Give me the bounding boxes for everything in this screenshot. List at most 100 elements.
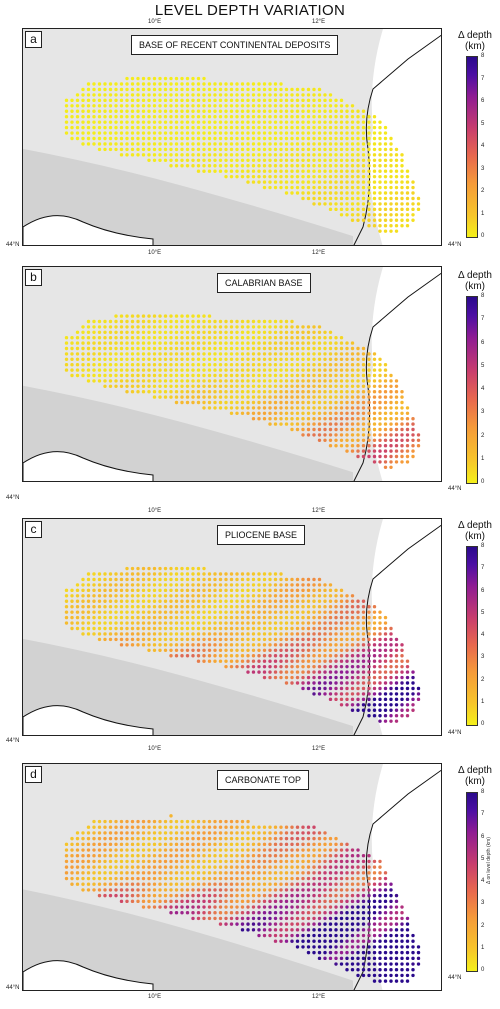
depth-point [334, 675, 338, 680]
depth-point [290, 859, 294, 864]
depth-point [130, 136, 135, 141]
depth-point [262, 859, 267, 864]
panel-title: BASE OF RECENT CONTINENTAL DEPOSITS [131, 35, 339, 55]
depth-point [317, 865, 322, 869]
depth-point [180, 153, 184, 157]
depth-point [119, 346, 124, 351]
depth-point [213, 109, 217, 113]
depth-point [240, 604, 245, 609]
depth-point [356, 708, 360, 712]
depth-point [169, 825, 173, 829]
depth-point [345, 865, 349, 869]
depth-point [372, 422, 377, 426]
depth-point [125, 871, 129, 875]
depth-point [394, 406, 399, 410]
depth-point [207, 876, 212, 881]
depth-point [273, 395, 278, 399]
depth-point [86, 346, 91, 351]
depth-point [378, 876, 382, 881]
depth-point [180, 842, 184, 847]
depth-point [284, 842, 289, 847]
depth-point [257, 174, 261, 179]
depth-point [350, 416, 355, 421]
depth-point [108, 871, 113, 875]
depth-point [383, 218, 388, 222]
depth-point [251, 626, 256, 631]
depth-point [152, 136, 157, 141]
depth-point [268, 352, 272, 356]
depth-point [213, 395, 217, 399]
depth-point [328, 648, 333, 652]
depth-point [361, 626, 366, 631]
depth-point [262, 583, 267, 587]
depth-point [246, 604, 250, 609]
depth-point [306, 911, 311, 915]
depth-point [323, 865, 327, 869]
depth-point [323, 928, 327, 932]
map-canvas [23, 267, 441, 481]
depth-point [279, 406, 283, 410]
depth-point [119, 319, 124, 324]
depth-point [108, 615, 113, 620]
depth-point [328, 411, 333, 415]
depth-point [306, 368, 311, 372]
depth-point [284, 604, 289, 609]
depth-point [213, 379, 217, 383]
depth-point [158, 82, 162, 86]
depth-point [312, 905, 316, 909]
depth-point [92, 82, 96, 86]
depth-point [147, 379, 151, 383]
depth-point [229, 632, 234, 636]
depth-point [301, 109, 305, 113]
depth-point [108, 341, 113, 345]
depth-point [312, 928, 316, 932]
depth-point [268, 588, 272, 593]
depth-point [394, 422, 399, 426]
depth-point [235, 368, 239, 372]
depth-point [152, 836, 157, 841]
depth-point [185, 389, 190, 394]
apennines-relief [23, 385, 353, 481]
depth-point [147, 819, 151, 824]
depth-point [301, 599, 305, 603]
depth-point [196, 848, 201, 852]
depth-point [180, 395, 184, 399]
depth-point [141, 131, 146, 135]
depth-point [339, 916, 344, 921]
depth-point [163, 147, 168, 152]
depth-point [81, 632, 85, 636]
depth-point [284, 93, 289, 97]
depth-point [86, 341, 91, 345]
depth-point [389, 945, 393, 949]
depth-point [273, 147, 278, 152]
depth-point [251, 583, 256, 587]
depth-point [262, 637, 267, 642]
depth-point [389, 654, 393, 658]
depth-point [130, 357, 135, 361]
depth-point [246, 888, 250, 892]
depth-point [207, 819, 212, 824]
depth-point [301, 577, 305, 582]
depth-point [290, 384, 294, 388]
depth-point [136, 882, 140, 886]
depth-point [185, 379, 190, 383]
depth-point [400, 218, 404, 222]
depth-point [345, 933, 349, 938]
depth-point [136, 854, 140, 858]
depth-point [103, 859, 107, 864]
depth-point [400, 389, 404, 394]
depth-point [273, 842, 278, 847]
depth-point [317, 191, 322, 195]
depth-point [125, 389, 129, 394]
depth-point [108, 335, 113, 340]
depth-point [130, 147, 135, 152]
depth-point [125, 379, 129, 383]
depth-point [191, 848, 195, 852]
depth-point [361, 659, 366, 663]
depth-point [158, 352, 162, 356]
depth-point [317, 604, 322, 609]
depth-point [174, 905, 179, 909]
depth-point [169, 905, 173, 909]
depth-point [339, 893, 344, 898]
depth-point [180, 819, 184, 824]
